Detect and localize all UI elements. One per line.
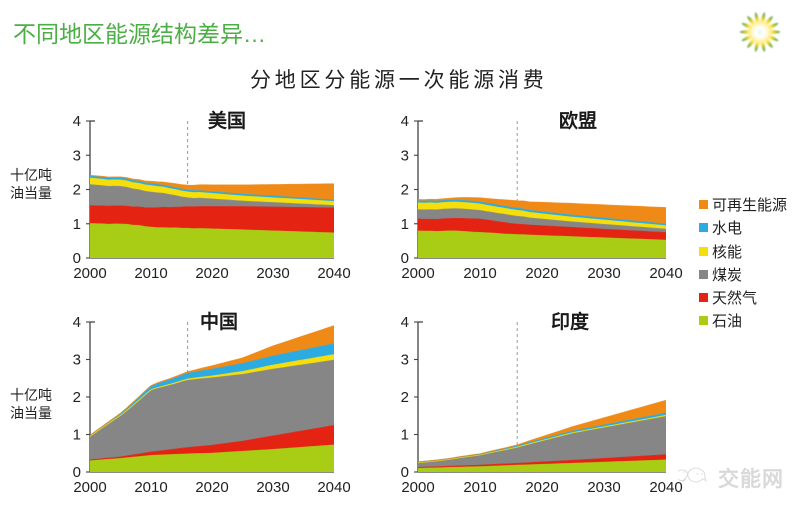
svg-text:2010: 2010 xyxy=(463,479,496,496)
svg-text:1: 1 xyxy=(73,427,81,444)
svg-text:2020: 2020 xyxy=(195,265,228,282)
svg-text:2030: 2030 xyxy=(256,265,289,282)
svg-text:3: 3 xyxy=(401,352,409,369)
svg-text:2: 2 xyxy=(401,389,409,406)
svg-text:4: 4 xyxy=(401,314,409,331)
svg-text:3: 3 xyxy=(401,147,409,164)
svg-text:2040: 2040 xyxy=(317,265,350,282)
svg-text:2: 2 xyxy=(73,182,81,199)
svg-text:2010: 2010 xyxy=(134,265,167,282)
svg-text:4: 4 xyxy=(73,314,81,331)
svg-text:2030: 2030 xyxy=(587,265,620,282)
svg-text:2: 2 xyxy=(401,182,409,199)
svg-text:欧盟: 欧盟 xyxy=(559,109,597,132)
svg-text:2000: 2000 xyxy=(73,265,106,282)
svg-text:印度: 印度 xyxy=(551,310,590,333)
svg-text:2040: 2040 xyxy=(317,479,350,496)
svg-text:2: 2 xyxy=(73,389,81,406)
svg-text:2040: 2040 xyxy=(649,265,682,282)
svg-text:1: 1 xyxy=(401,216,409,233)
svg-text:2020: 2020 xyxy=(525,479,558,496)
svg-text:2020: 2020 xyxy=(195,479,228,496)
svg-text:4: 4 xyxy=(73,113,81,130)
svg-text:2010: 2010 xyxy=(134,479,167,496)
svg-text:4: 4 xyxy=(401,113,409,130)
svg-text:3: 3 xyxy=(73,352,81,369)
svg-text:2030: 2030 xyxy=(256,479,289,496)
svg-text:2000: 2000 xyxy=(73,479,106,496)
svg-text:2030: 2030 xyxy=(587,479,620,496)
svg-text:2000: 2000 xyxy=(401,265,434,282)
svg-text:2010: 2010 xyxy=(463,265,496,282)
svg-text:中国: 中国 xyxy=(200,310,238,333)
svg-text:1: 1 xyxy=(401,427,409,444)
svg-text:2000: 2000 xyxy=(401,479,434,496)
svg-text:3: 3 xyxy=(73,147,81,164)
svg-text:1: 1 xyxy=(73,216,81,233)
svg-text:2020: 2020 xyxy=(525,265,558,282)
svg-text:美国: 美国 xyxy=(208,109,246,132)
